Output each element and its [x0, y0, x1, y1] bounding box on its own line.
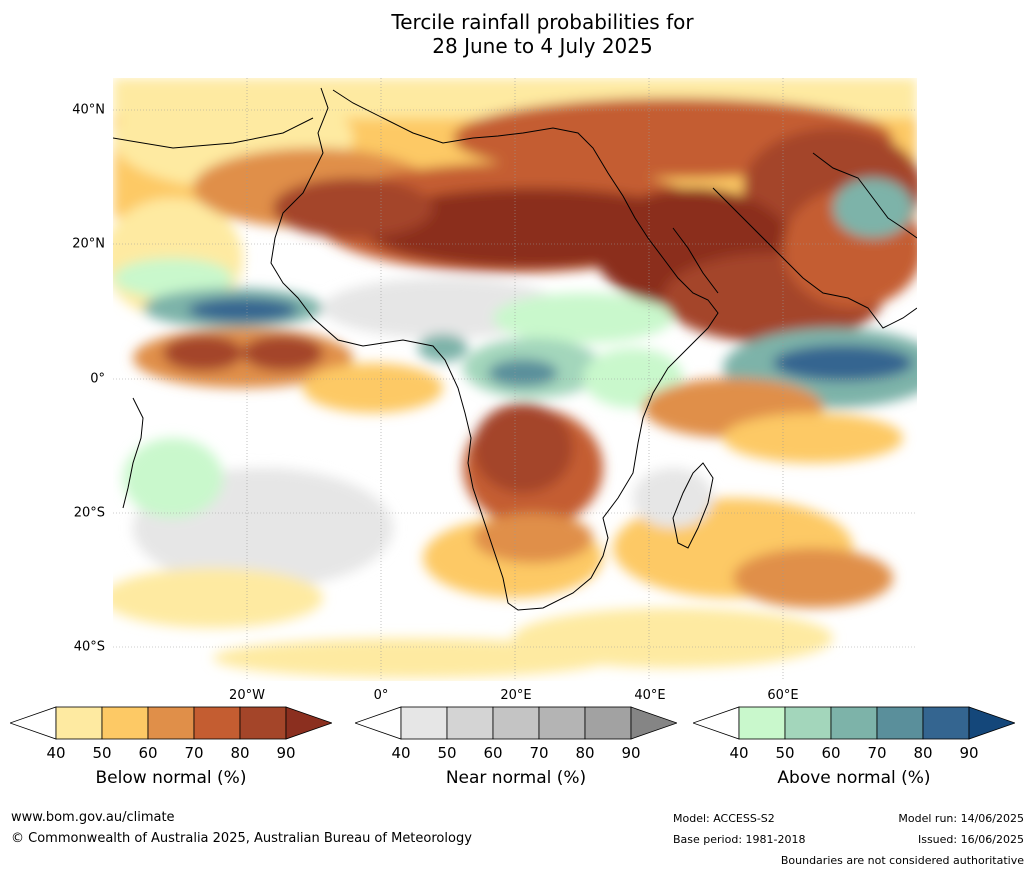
- lon-label-20e: 20°E: [500, 688, 532, 703]
- below-colorbar-max-arrow: [285, 706, 332, 740]
- near-colorbar-bin-3: [492, 706, 540, 740]
- lat-label-40s: 40°S: [73, 639, 105, 655]
- above-colorbar-min-arrow: [693, 706, 740, 740]
- near-colorbar-bin-2: [446, 706, 494, 740]
- lat-label-20s: 20°S: [73, 505, 105, 521]
- probability-field: [113, 78, 917, 678]
- footer-base-period: Base period: 1981-2018: [673, 833, 806, 846]
- rainfall-probability-map: [113, 78, 917, 681]
- near-colorbar-bin-1: [400, 706, 448, 740]
- below-colorbar-bin-2: [101, 706, 149, 740]
- near-tick-70: 70: [529, 744, 549, 762]
- lon-label-40e: 40°E: [634, 688, 666, 703]
- above-colorbar-bin-3: [830, 706, 878, 740]
- near-colorbar-min-arrow: [355, 706, 402, 740]
- lon-label-60e: 60°E: [767, 688, 799, 703]
- above-colorbar-bin-2: [784, 706, 832, 740]
- below-colorbar-bin-1: [55, 706, 103, 740]
- below-colorbar-bin-4: [193, 706, 241, 740]
- below-colorbar-min-arrow: [10, 706, 57, 740]
- near-tick-80: 80: [575, 744, 595, 762]
- footer-url: www.bom.gov.au/climate: [11, 810, 175, 825]
- coastlines: [113, 87, 917, 611]
- above-colorbar-bin-4: [876, 706, 924, 740]
- above-normal-label: Above normal (%): [777, 768, 931, 788]
- above-tick-50: 50: [775, 744, 795, 762]
- graticule: [113, 78, 917, 681]
- map-svg: [113, 78, 917, 681]
- near-colorbar-max-arrow: [630, 706, 677, 740]
- chart-title: Tercile rainfall probabilities for 28 Ju…: [0, 10, 1035, 58]
- above-colorbar-max-arrow: [968, 706, 1015, 740]
- near-normal-label: Near normal (%): [445, 768, 587, 788]
- lat-label-20n: 20°N: [72, 236, 105, 252]
- footer-copyright: © Commonwealth of Australia 2025, Austra…: [11, 831, 472, 846]
- below-normal-label: Below normal (%): [95, 768, 247, 788]
- above-tick-70: 70: [867, 744, 887, 762]
- above-tick-80: 80: [913, 744, 933, 762]
- footer-disclaimer: Boundaries are not considered authoritat…: [780, 854, 1024, 867]
- below-tick-40: 40: [46, 744, 66, 762]
- below-tick-80: 80: [230, 744, 250, 762]
- footer-issued: Issued: 16/06/2025: [917, 833, 1024, 846]
- above-tick-90: 90: [959, 744, 979, 762]
- below-tick-70: 70: [184, 744, 204, 762]
- footer-model-run: Model run: 14/06/2025: [898, 812, 1024, 825]
- below-tick-50: 50: [92, 744, 112, 762]
- near-tick-90: 90: [621, 744, 641, 762]
- near-colorbar-bin-4: [538, 706, 586, 740]
- lon-label-0: 0°: [373, 688, 389, 703]
- above-normal-colorbar: [693, 706, 1015, 740]
- title-line-1: Tercile rainfall probabilities for: [391, 10, 694, 34]
- near-tick-60: 60: [483, 744, 503, 762]
- near-tick-50: 50: [437, 744, 457, 762]
- below-colorbar-bin-3: [147, 706, 195, 740]
- above-colorbar-bin-1: [738, 706, 786, 740]
- below-tick-60: 60: [138, 744, 158, 762]
- below-colorbar-bin-5: [239, 706, 287, 740]
- near-colorbar-bin-5: [584, 706, 632, 740]
- above-tick-60: 60: [821, 744, 841, 762]
- lat-label-40n: 40°N: [72, 102, 105, 118]
- near-tick-40: 40: [391, 744, 411, 762]
- near-normal-colorbar: [355, 706, 677, 740]
- footer-model: Model: ACCESS-S2: [673, 812, 775, 825]
- above-tick-40: 40: [729, 744, 749, 762]
- below-tick-90: 90: [276, 744, 296, 762]
- lat-label-0: 0°: [90, 371, 105, 387]
- title-line-2: 28 June to 4 July 2025: [432, 34, 653, 58]
- below-normal-colorbar: [10, 706, 332, 740]
- above-colorbar-bin-5: [922, 706, 970, 740]
- lon-label-20w: 20°W: [229, 688, 265, 703]
